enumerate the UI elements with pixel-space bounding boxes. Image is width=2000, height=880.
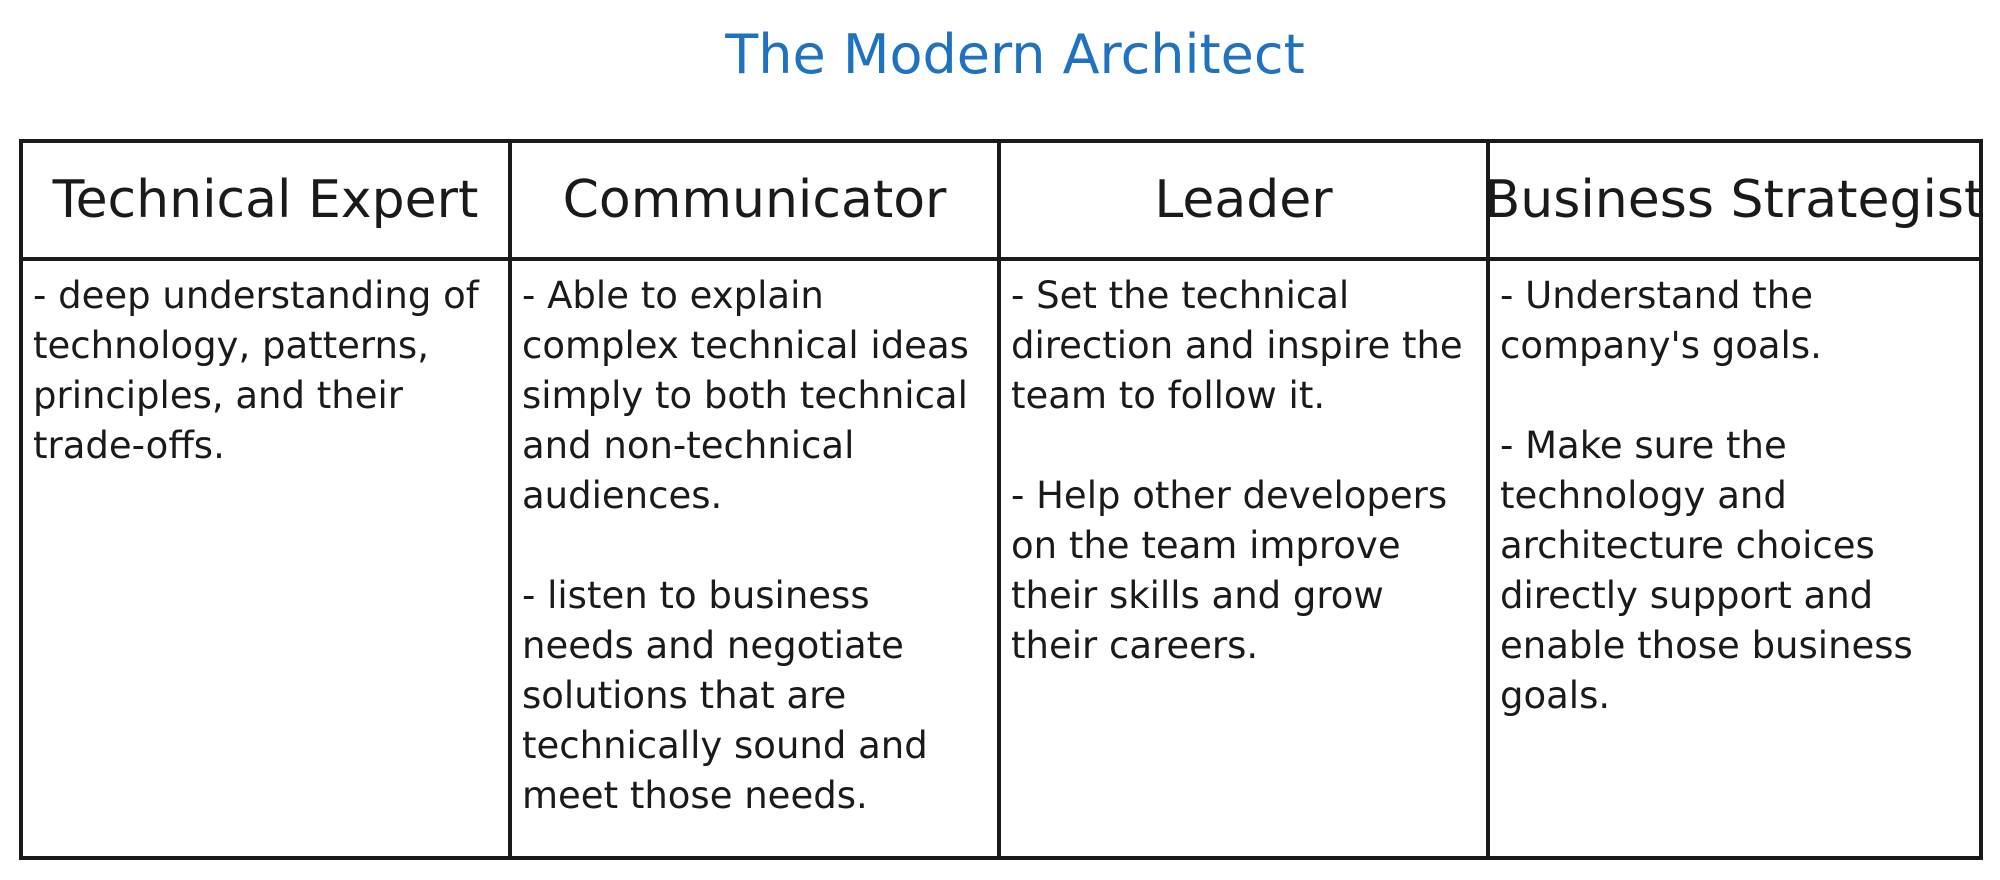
- bullet-text: - listen to business needs and negotiate…: [522, 574, 928, 817]
- bullet-text: - deep understanding of technology, patt…: [33, 274, 479, 467]
- column-body-communicator: - Able to explain complex technical idea…: [512, 261, 1001, 856]
- column-heading-technical-expert: Technical Expert: [23, 143, 512, 261]
- column-heading-communicator: Communicator: [512, 143, 1001, 261]
- bullet-text: - Help other developers on the team impr…: [1011, 474, 1448, 667]
- column-heading-leader: Leader: [1001, 143, 1490, 261]
- column-body-business-strategist: - Understand the company's goals. - Make…: [1490, 261, 1979, 856]
- column-body-technical-expert: - deep understanding of technology, patt…: [23, 261, 512, 856]
- diagram-title: The Modern Architect: [725, 23, 1305, 86]
- column-body-leader: - Set the technical direction and inspir…: [1001, 261, 1490, 856]
- roles-table: Technical Expert Communicator Leader Bus…: [19, 139, 1983, 860]
- bullet-text: - Make sure the technology and architect…: [1500, 424, 1913, 717]
- bullet-text: - Understand the company's goals.: [1500, 274, 1822, 367]
- bullet-text: - Set the technical direction and inspir…: [1011, 274, 1463, 417]
- column-heading-business-strategist: Business Strategist: [1490, 143, 1979, 261]
- bullet-text: - Able to explain complex technical idea…: [522, 274, 969, 517]
